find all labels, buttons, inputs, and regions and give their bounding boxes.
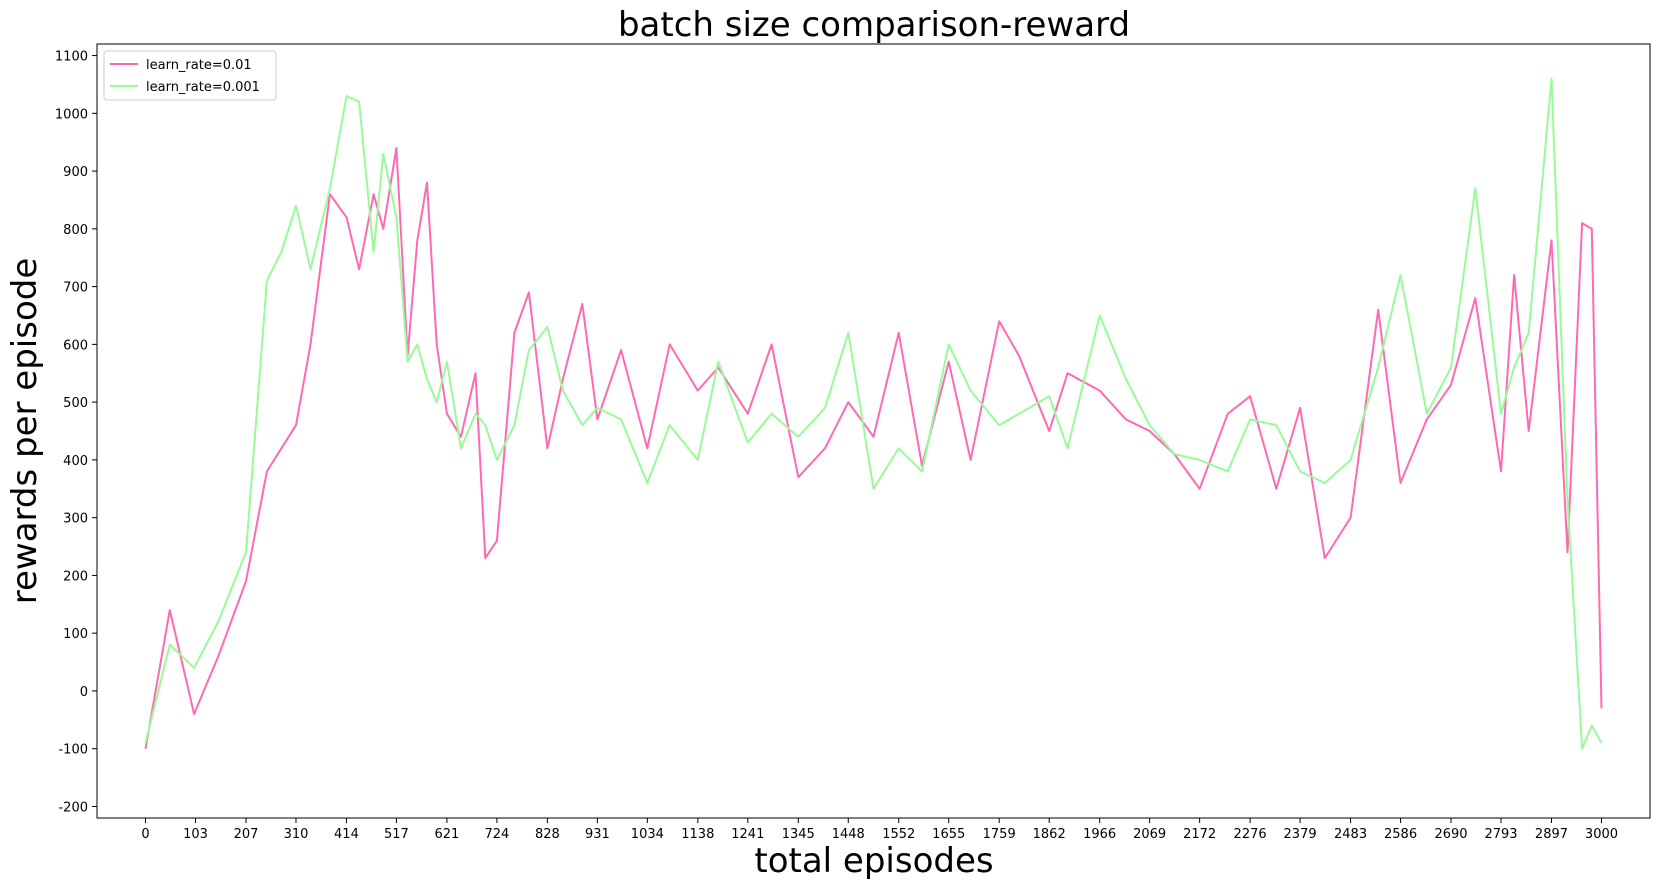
legend: learn_rate=0.01 learn_rate=0.001 xyxy=(103,50,277,101)
x-tick-label: 1655 xyxy=(932,827,965,842)
series-layer xyxy=(144,77,1603,750)
y-tick-label: 400 xyxy=(63,454,88,469)
y-tick-label: 900 xyxy=(63,165,88,180)
x-tick-label: 2483 xyxy=(1334,827,1367,842)
x-tick-label: 1034 xyxy=(631,827,664,842)
x-axis: 0 103 207 310 414 517 621 724 828 931 1034 1138 1241… xyxy=(141,818,1618,842)
y-tick-label: 0 xyxy=(80,685,88,700)
x-tick-label: 1241 xyxy=(731,827,764,842)
x-tick-label: 310 xyxy=(284,827,309,842)
x-tick-label: 2690 xyxy=(1434,827,1467,842)
y-tick-label: 200 xyxy=(63,569,88,584)
y-axis-title: rewards per episode xyxy=(5,258,45,605)
x-tick-label: 0 xyxy=(141,827,149,842)
y-tick-label: 1100 xyxy=(55,50,88,65)
x-tick-label: 2276 xyxy=(1234,827,1267,842)
x-tick-label: 828 xyxy=(535,827,560,842)
x-tick-label: 103 xyxy=(183,827,208,842)
chart-title: batch size comparison-reward xyxy=(618,5,1130,45)
x-tick-label: 1448 xyxy=(832,827,865,842)
y-tick-label: -200 xyxy=(58,800,88,815)
x-tick-label: 2793 xyxy=(1484,827,1517,842)
y-tick-label: 300 xyxy=(63,512,88,527)
x-tick-label: 1138 xyxy=(681,827,714,842)
x-tick-label: 1345 xyxy=(782,827,815,842)
x-tick-label: 2069 xyxy=(1133,827,1166,842)
y-tick-label: 1000 xyxy=(55,107,88,122)
x-tick-label: 414 xyxy=(334,827,359,842)
legend-label-1: learn_rate=0.01 xyxy=(146,58,252,73)
series-line-2 xyxy=(144,77,1603,750)
legend-label-2: learn_rate=0.001 xyxy=(146,80,260,95)
x-axis-title: total episodes xyxy=(754,841,993,881)
legend-box xyxy=(103,50,277,101)
x-tick-label: 1552 xyxy=(882,827,915,842)
x-tick-label: 621 xyxy=(434,827,459,842)
y-tick-label: 800 xyxy=(63,223,88,238)
y-tick-label: 500 xyxy=(63,396,88,411)
y-tick-label: -100 xyxy=(58,743,88,758)
series-line-1 xyxy=(144,147,1603,749)
y-tick-label: 700 xyxy=(63,281,88,296)
x-tick-label: 1862 xyxy=(1033,827,1066,842)
y-axis: -200 -100 0 100 200 300 400 500 600 700 800 900 1000… xyxy=(55,50,97,815)
y-tick-label: 600 xyxy=(63,338,88,353)
x-tick-label: 2379 xyxy=(1284,827,1317,842)
x-tick-label: 2172 xyxy=(1183,827,1216,842)
x-tick-label: 724 xyxy=(484,827,509,842)
x-tick-label: 1966 xyxy=(1083,827,1116,842)
x-tick-label: 517 xyxy=(384,827,409,842)
plot-frame xyxy=(96,43,1651,819)
x-tick-label: 1759 xyxy=(983,827,1016,842)
x-tick-label: 931 xyxy=(585,827,610,842)
x-tick-label: 2897 xyxy=(1535,827,1568,842)
y-tick-label: 100 xyxy=(63,627,88,642)
x-tick-label: 207 xyxy=(234,827,259,842)
x-tick-label: 3000 xyxy=(1585,827,1618,842)
x-tick-label: 2586 xyxy=(1384,827,1417,842)
